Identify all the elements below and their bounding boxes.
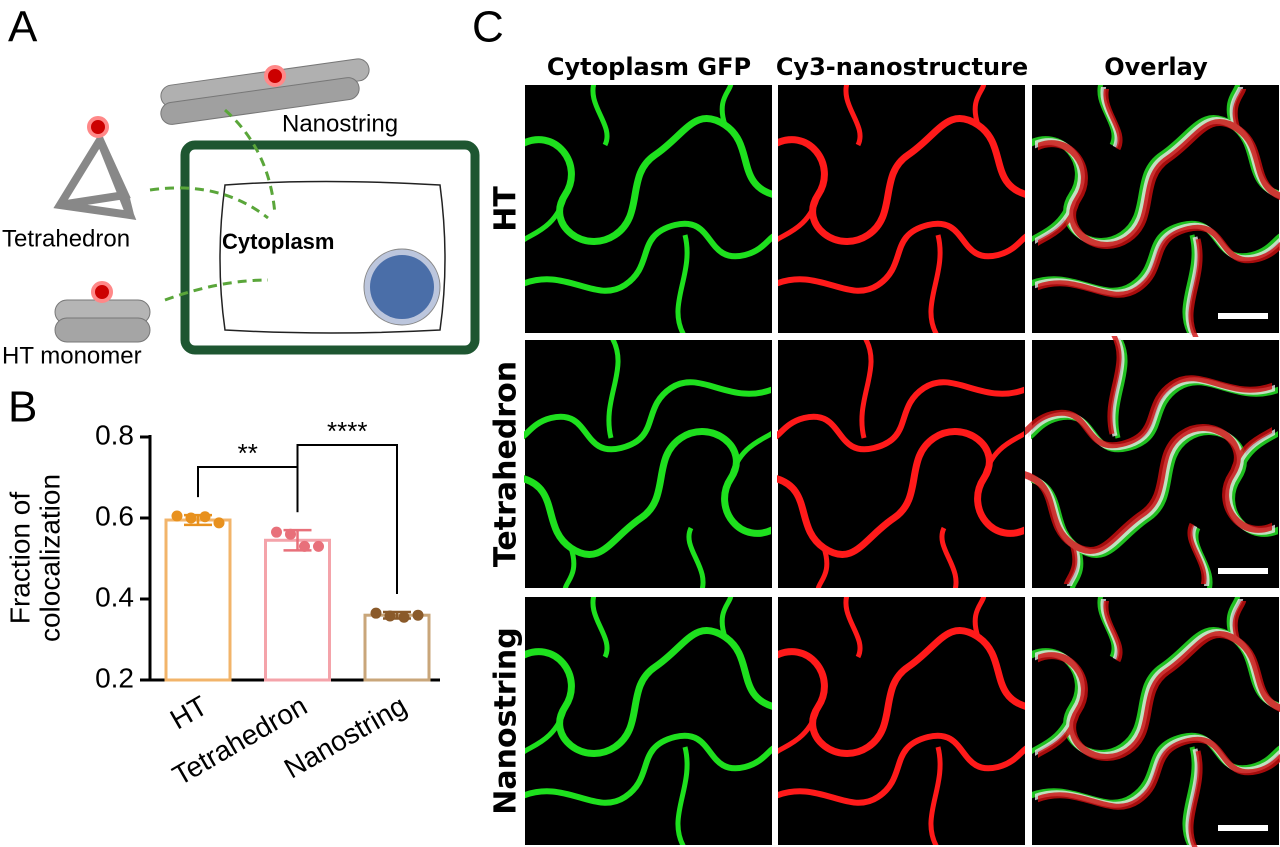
data-point <box>213 517 225 529</box>
significance-label: ** <box>238 438 258 468</box>
bar <box>164 518 232 682</box>
column-header: Cytoplasm GFP <box>547 53 751 81</box>
bar <box>264 538 331 682</box>
data-point <box>313 540 324 552</box>
significance-bracket <box>296 444 398 594</box>
row-label: Tetrahedron <box>489 361 524 567</box>
y-tick-label: 0.4 <box>95 581 134 612</box>
significance-label: **** <box>327 416 367 446</box>
data-point <box>271 526 282 538</box>
data-point <box>285 528 296 540</box>
data-point <box>384 610 396 622</box>
micrograph-grid: Cytoplasm GFP Cy3-nanostructure Overlay HT T… <box>489 53 1280 847</box>
scale-bar <box>1218 825 1268 831</box>
y-axis-label: colocalization <box>34 474 65 642</box>
panel-label: A <box>8 3 38 52</box>
y-tick-label: 0.2 <box>95 662 134 693</box>
cell-wall <box>180 140 480 355</box>
nucleus <box>370 255 434 319</box>
column-header: Cy3-nanostructure <box>776 53 1028 81</box>
label: Cytoplasm <box>222 229 334 254</box>
y-tick-label: 0.8 <box>95 419 134 450</box>
panel-label: B <box>8 383 37 432</box>
data-point <box>199 511 211 523</box>
bar <box>363 613 431 682</box>
scale-bar <box>1218 568 1268 574</box>
tetrahedron-icon <box>53 116 137 220</box>
label: Tetrahedron <box>2 225 130 252</box>
y-axis-label: Fraction of <box>4 492 35 624</box>
label: HT monomer <box>2 342 142 369</box>
column-header: Overlay <box>1104 53 1208 81</box>
y-tick-label: 0.6 <box>95 500 134 531</box>
significance-bracket <box>197 466 299 513</box>
arrows <box>149 108 277 302</box>
row-label: Nanostring <box>489 627 524 814</box>
ht-icon <box>54 281 151 343</box>
data-point <box>370 607 382 619</box>
row-label: HT <box>489 186 524 232</box>
label: Nanostring <box>282 110 398 137</box>
data-point <box>398 611 410 623</box>
x-tick-label: HT <box>165 690 213 736</box>
data-point <box>185 512 197 524</box>
scale-bar <box>1218 313 1268 319</box>
data-point <box>412 609 424 621</box>
data-point <box>299 540 310 552</box>
data-point <box>171 510 183 522</box>
nanostring-icon <box>160 58 370 125</box>
panel-label: C <box>472 3 504 52</box>
